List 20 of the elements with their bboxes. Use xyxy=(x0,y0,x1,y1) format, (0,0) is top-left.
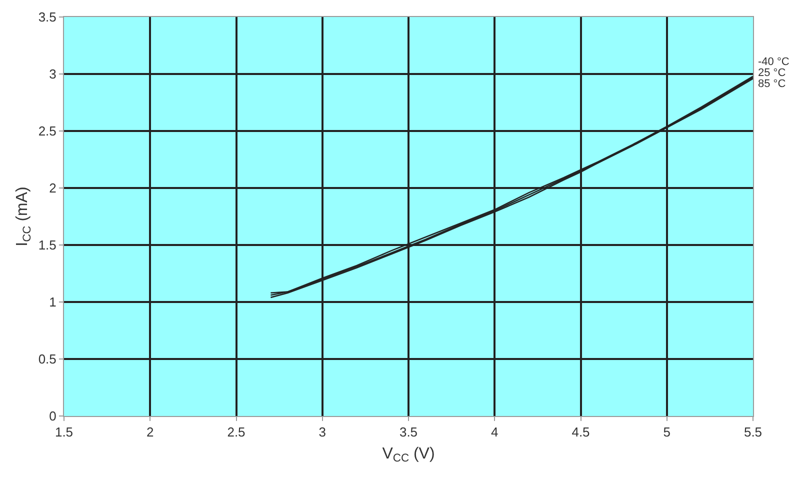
x-tick-label: 4 xyxy=(491,424,498,440)
y-tick-label: 1.5 xyxy=(38,238,56,253)
series-label: 85 °C xyxy=(758,78,786,90)
y-tick-label: 2.5 xyxy=(38,124,56,139)
x-tick-label: 5 xyxy=(663,424,670,440)
x-tick-label: 5.5 xyxy=(744,424,762,440)
series-label: -40 °C xyxy=(758,56,790,68)
x-tick-label: 2 xyxy=(146,424,154,440)
y-tick-label: 3.5 xyxy=(38,10,56,25)
y-tick-label: 3 xyxy=(49,66,56,82)
y-tick-label: 0.5 xyxy=(38,352,56,367)
x-tick-label: 4.5 xyxy=(572,424,590,440)
series-label: 25 °C xyxy=(758,67,786,79)
x-tick-label: 3 xyxy=(318,424,326,440)
y-tick-label: 1 xyxy=(49,294,56,310)
y-tick-label: 2 xyxy=(49,180,56,196)
x-tick-label: 2.5 xyxy=(227,424,246,440)
x-axis-title: V$_{CC}$ (V) xyxy=(382,445,435,465)
x-tick-label: 3.5 xyxy=(399,424,418,440)
y-tick-label: 0 xyxy=(49,408,56,424)
